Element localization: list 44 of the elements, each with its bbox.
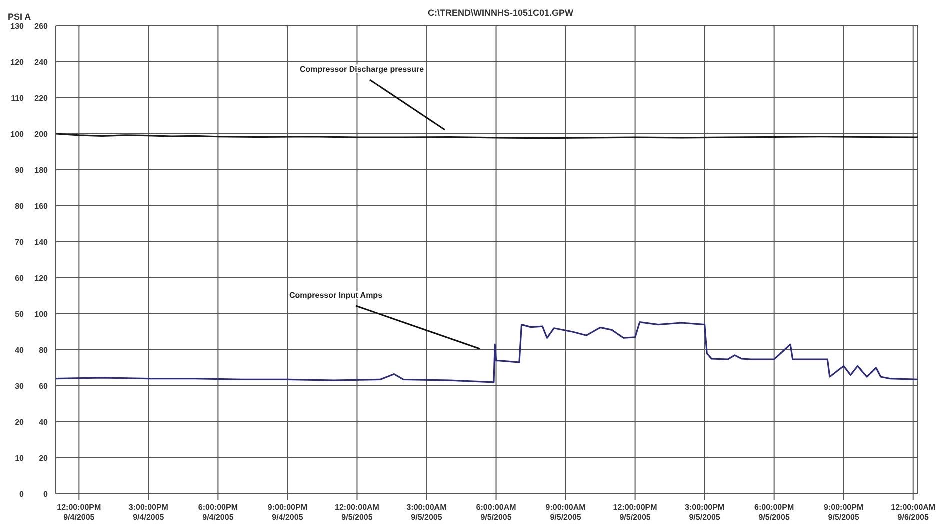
- y2-tick-label: 60: [39, 382, 49, 391]
- line-series: [56, 321, 918, 384]
- y2-tick-label: 200: [34, 130, 49, 139]
- y2-tick-label: 140: [34, 238, 49, 247]
- x-tick-label: 12:00:00PM 9/4/2005: [57, 503, 102, 522]
- y2-tick-label: 20: [39, 454, 49, 463]
- x-tick-label: 9:00:00PM 9/5/2005: [824, 503, 864, 522]
- y-tick-label: 0: [20, 490, 25, 499]
- y-tick-label: 20: [15, 418, 25, 427]
- y-axis-title: PSI A: [8, 12, 32, 22]
- y2-tick-label: 120: [34, 274, 49, 283]
- y-tick-label: 80: [15, 202, 25, 211]
- y-tick-label: 70: [15, 238, 25, 247]
- y-tick-label: 30: [15, 382, 25, 391]
- y-tick-label: 60: [15, 274, 25, 283]
- y-tick-label: 90: [15, 166, 25, 175]
- y-tick-label: 130: [10, 22, 25, 31]
- y-tick-label: 110: [11, 94, 25, 103]
- x-tick-label: 12:00:00AM 9/6/2005: [891, 503, 936, 522]
- y-tick-label: 100: [10, 130, 25, 139]
- x-tick-label: 6:00:00AM 9/5/2005: [476, 503, 517, 522]
- y2-tick-label: 40: [39, 418, 49, 427]
- x-tick-label: 3:00:00AM 9/5/2005: [406, 503, 448, 522]
- y2-tick-label: 160: [34, 202, 49, 211]
- y2-tick-label: 100: [34, 310, 49, 319]
- x-tick-label: 3:00:00PM 9/4/2005: [128, 503, 169, 522]
- y-tick-label: 120: [10, 58, 25, 67]
- x-tick-label: 9:00:00AM 9/5/2005: [546, 503, 586, 522]
- x-tick-label: 9:00:00PM 9/4/2005: [268, 503, 308, 522]
- chart-title: C:\TREND\WINNHS-1051C01.GPW: [428, 8, 574, 18]
- y2-tick-label: 180: [34, 166, 49, 175]
- x-tick-label: 12:00:00PM 9/5/2005: [613, 503, 658, 522]
- y2-tick-label: 260: [34, 22, 49, 31]
- x-tick-label: 12:00:00AM 9/5/2005: [335, 503, 380, 522]
- y2-tick-label: 80: [39, 346, 49, 355]
- x-tick-label: 3:00:00PM 9/5/2005: [685, 503, 725, 522]
- y-tick-label: 10: [15, 454, 25, 463]
- y-tick-label: 40: [15, 346, 25, 355]
- y2-tick-label: 0: [44, 490, 49, 499]
- x-tick-label: 6:00:00PM 9/5/2005: [754, 503, 794, 522]
- y2-tick-label: 240: [34, 58, 49, 67]
- y-tick-label: 50: [15, 310, 25, 319]
- y2-tick-label: 220: [34, 94, 49, 103]
- x-tick-label: 6:00:00PM 9/4/2005: [198, 503, 238, 522]
